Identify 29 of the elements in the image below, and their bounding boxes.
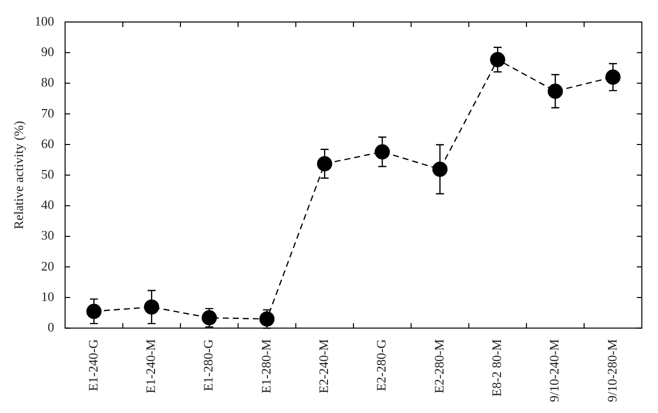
y-tick-label: 40 <box>41 197 54 212</box>
x-tick-label: E1-280-G <box>200 339 216 392</box>
y-tick-label: 100 <box>34 13 54 28</box>
point <box>605 70 621 85</box>
x-tick-label: E1-240-M <box>143 338 158 394</box>
y-tick-label: 30 <box>41 228 54 243</box>
y-tick-label: 0 <box>48 320 54 335</box>
point <box>259 311 275 327</box>
point <box>144 299 160 315</box>
x-tick-label: E8-2 80-M <box>489 338 504 397</box>
y-tick-label: 10 <box>41 288 54 304</box>
x-tick-label: E2-240-M <box>316 338 332 394</box>
x-tick-label: E2-280-G <box>374 339 389 392</box>
y-tick-label: 60 <box>41 136 54 151</box>
y-tick-label: 20 <box>41 258 54 274</box>
y-tick-label: 80 <box>41 74 54 90</box>
y-tick-label: 70 <box>41 105 54 120</box>
point <box>432 162 448 177</box>
x-tick-label: E2-280-M <box>431 338 446 394</box>
y-axis-title: Relative activity (%) <box>11 120 26 230</box>
x-tick-label: 9/10-240-M <box>546 338 562 402</box>
point <box>86 304 102 319</box>
y-tick-label: 90 <box>41 44 54 60</box>
point <box>317 156 332 172</box>
y-tick-label: 50 <box>41 166 54 182</box>
x-tick-label: 9/10-280-M <box>604 338 620 402</box>
x-tick-label: E1-240-G <box>85 339 100 392</box>
point <box>490 52 506 68</box>
x-tick-label: E1-280-M <box>258 338 274 394</box>
